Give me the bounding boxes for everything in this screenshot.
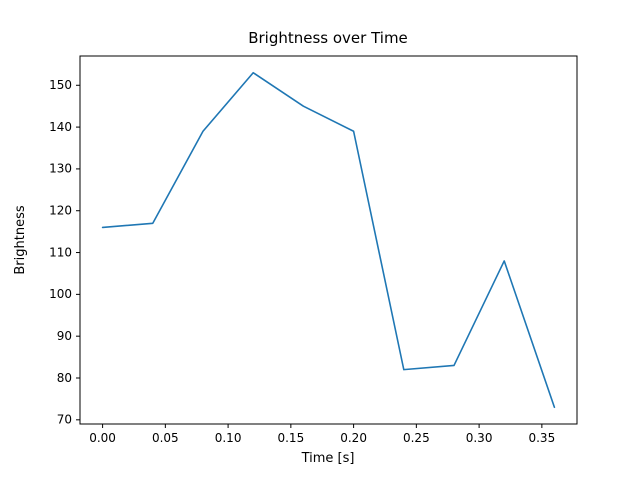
x-tick-label: 0.00: [89, 431, 116, 445]
y-tick-label: 150: [49, 78, 72, 92]
axes-spines: [79, 55, 578, 425]
y-tick-label: 70: [57, 413, 72, 427]
x-tick-label: 0.10: [215, 431, 242, 445]
y-tick-label: 80: [57, 371, 72, 385]
x-tick-label: 0.15: [277, 431, 304, 445]
x-tick-label: 0.20: [340, 431, 367, 445]
x-tick-label: 0.25: [403, 431, 430, 445]
y-tick-label: 130: [49, 162, 72, 176]
y-tick-label: 90: [57, 329, 72, 343]
x-tick-label: 0.35: [528, 431, 555, 445]
y-tick-label: 120: [49, 204, 72, 218]
x-tick-label: 0.30: [466, 431, 493, 445]
plot-area: 0.00 0.05 0.10 0.15 0.20 0.25 0.30 0.35 70 80 90 10…: [49, 55, 578, 445]
y-tick-label: 140: [49, 120, 72, 134]
brightness-line-series: [101, 71, 556, 409]
x-axis-label: Time [s]: [301, 451, 355, 466]
y-axis-label: Brightness: [13, 205, 28, 274]
x-tick-label: 0.05: [152, 431, 179, 445]
y-tick-label: 100: [49, 287, 72, 301]
chart-title: Brightness over Time: [248, 29, 408, 47]
y-tick-label: 110: [49, 245, 72, 259]
